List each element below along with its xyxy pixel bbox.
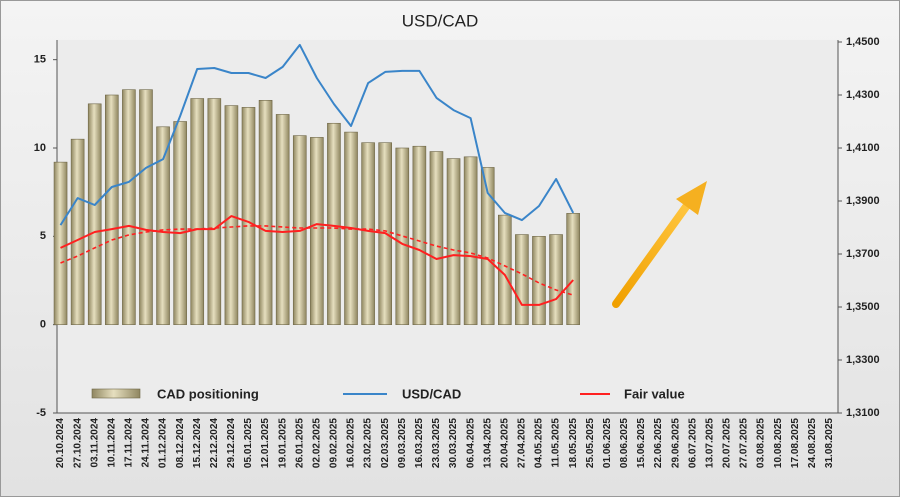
bar <box>53 161 68 325</box>
bar <box>515 234 529 325</box>
x-tick-label: 27.04.2025 <box>517 418 528 468</box>
y2-tick-label: 1,3700 <box>846 248 880 260</box>
x-tick-label: 27.07.2025 <box>739 418 750 468</box>
bar <box>105 94 119 325</box>
bar <box>275 114 290 325</box>
legend-label: CAD positioning <box>157 386 259 401</box>
legend-swatch <box>91 388 141 399</box>
x-tick-label: 30.03.2025 <box>448 418 459 468</box>
x-tick-label: 01.12.2024 <box>158 418 169 468</box>
line <box>59 43 575 226</box>
x-tick-label: 13.07.2025 <box>704 418 715 468</box>
x-tick-label: 19.01.2025 <box>277 418 288 468</box>
bar <box>566 213 580 325</box>
y-tick-label: 0 <box>40 319 46 331</box>
trend-arrow <box>612 181 707 308</box>
y2-tick-label: 1,3900 <box>846 195 880 207</box>
line <box>60 215 574 306</box>
bar <box>446 158 461 325</box>
x-tick-label: 15.06.2025 <box>636 418 647 468</box>
x-tick-label: 08.12.2024 <box>175 418 186 468</box>
bar <box>549 234 563 325</box>
y-tick-label: 10 <box>34 142 46 154</box>
x-tick-label: 04.05.2025 <box>534 418 545 468</box>
y2-tick-label: 1,3500 <box>846 301 880 313</box>
legend-label: Fair value <box>624 386 685 401</box>
y-tick-label: 5 <box>40 230 46 242</box>
y2-tick-label: 1,3300 <box>846 354 880 366</box>
bar <box>412 145 427 325</box>
x-tick-label: 10.11.2024 <box>106 418 117 468</box>
x-tick-label: 02.02.2025 <box>311 418 322 468</box>
bar <box>190 98 205 325</box>
x-tick-label: 16.02.2025 <box>346 418 357 468</box>
bar <box>361 142 375 325</box>
x-tick-label: 05.01.2025 <box>243 418 254 468</box>
x-tick-label: 26.01.2025 <box>294 418 305 468</box>
bar <box>310 137 324 325</box>
legend-label: USD/CAD <box>402 386 461 401</box>
x-tick-label: 20.04.2025 <box>499 418 510 468</box>
x-tick-label: 25.05.2025 <box>585 418 596 468</box>
bar <box>258 100 273 325</box>
bar <box>241 107 256 325</box>
x-tick-label: 06.07.2025 <box>687 418 698 468</box>
x-tick-label: 06.04.2025 <box>465 418 476 468</box>
x-tick-label: 24.08.2025 <box>807 418 818 468</box>
x-tick-label: 12.01.2025 <box>260 418 271 468</box>
bar <box>173 121 187 325</box>
x-tick-label: 29.12.2024 <box>226 418 237 468</box>
bar <box>122 89 136 325</box>
bar <box>207 98 222 325</box>
bar <box>156 126 170 325</box>
x-tick-label: 11.05.2025 <box>551 418 562 468</box>
y2-tick-label: 1,4500 <box>846 36 880 48</box>
bar <box>480 167 495 325</box>
y-tick-label: 15 <box>34 54 46 66</box>
x-tick-label: 09.03.2025 <box>397 418 408 468</box>
y2-tick-label: 1,4300 <box>846 89 880 101</box>
x-tick-label: 17.08.2025 <box>790 418 801 468</box>
bar <box>87 103 102 325</box>
bar <box>463 156 478 325</box>
bar <box>327 122 341 325</box>
x-tick-label: 08.06.2025 <box>619 418 630 468</box>
x-tick-label: 17.11.2024 <box>124 418 135 468</box>
bar <box>532 236 546 325</box>
x-tick-label: 03.11.2024 <box>89 418 100 468</box>
x-tick-label: 10.08.2025 <box>773 418 784 468</box>
bar <box>70 138 85 325</box>
y2-tick-label: 1,4100 <box>846 142 880 154</box>
y-tick-label: -5 <box>36 407 46 419</box>
x-tick-label: 09.02.2025 <box>329 418 340 468</box>
x-tick-label: 02.03.2025 <box>380 418 391 468</box>
line <box>60 225 574 296</box>
x-tick-label: 13.04.2025 <box>482 418 493 468</box>
y2-tick-label: 1,3100 <box>846 407 880 419</box>
x-tick-label: 20.07.2025 <box>722 418 733 468</box>
x-tick-label: 03.08.2025 <box>756 418 767 468</box>
x-tick-label: 20.10.2024 <box>55 418 66 468</box>
x-tick-label: 15.12.2024 <box>192 418 203 468</box>
chart-title: USD/CAD <box>402 11 479 30</box>
x-tick-label: 22.06.2025 <box>653 418 664 468</box>
x-tick-label: 16.03.2025 <box>414 418 425 468</box>
x-tick-label: 31.08.2025 <box>824 418 835 468</box>
x-tick-label: 27.10.2024 <box>72 418 83 468</box>
x-tick-label: 23.03.2025 <box>431 418 442 468</box>
bar <box>429 151 444 325</box>
bar <box>139 89 153 325</box>
bar <box>395 147 410 325</box>
x-tick-label: 24.11.2024 <box>141 418 152 468</box>
x-tick-label: 29.06.2025 <box>670 418 681 468</box>
x-tick-label: 18.05.2025 <box>568 418 579 468</box>
x-tick-label: 01.06.2025 <box>602 418 613 468</box>
x-tick-label: 22.12.2024 <box>209 418 220 468</box>
x-tick-label: 23.02.2025 <box>363 418 374 468</box>
